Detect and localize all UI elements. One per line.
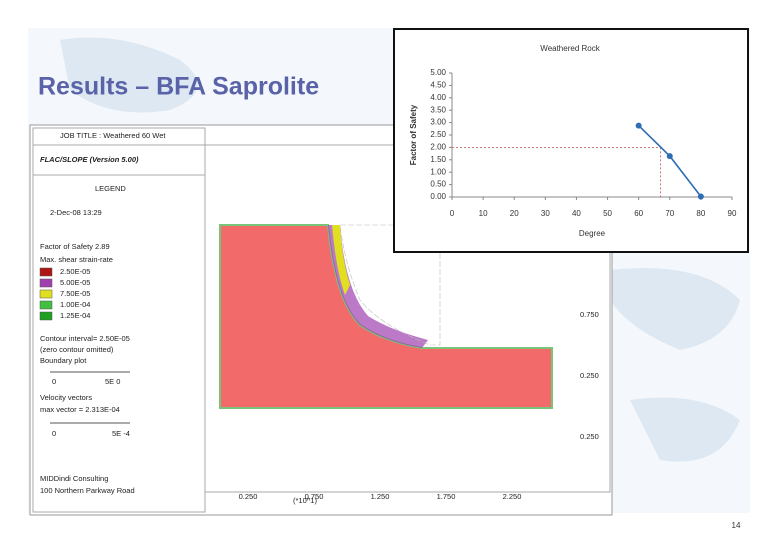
y-tick-label: 3.00: [430, 118, 446, 127]
velocity-heading: Velocity vectors: [40, 393, 92, 402]
contour-line: (zero contour omitted): [40, 345, 114, 354]
contour-line: Contour interval= 2.50E-05: [40, 334, 130, 343]
company: MIDDindi Consulting: [40, 474, 108, 483]
y-axis-tick-label: 0.250: [580, 371, 599, 380]
legend-swatch: [39, 289, 53, 299]
factor-of-safety: Factor of Safety 2.89: [40, 242, 110, 251]
x-tick-label: 0: [450, 209, 455, 218]
scale-label: 5E 0: [105, 377, 120, 386]
legend-heading: LEGEND: [95, 184, 126, 193]
x-axis-tick-label: 0.750: [305, 492, 324, 501]
legend-swatch: [39, 267, 53, 277]
y-tick-label: 4.50: [430, 81, 446, 90]
date: 2-Dec-08 13:29: [50, 208, 102, 217]
y-tick-label: 4.00: [430, 93, 446, 102]
y-tick-label: 2.50: [430, 130, 446, 139]
data-point: [697, 193, 704, 200]
x-tick-label: 10: [479, 209, 488, 218]
y-tick-label: 3.50: [430, 105, 446, 114]
x-tick-label: 30: [541, 209, 550, 218]
y-tick-label: 0.50: [430, 180, 446, 189]
y-tick-label: 0.00: [430, 192, 446, 201]
legend-label: 2.50E-05: [60, 267, 90, 276]
x-tick-label: 80: [696, 209, 705, 218]
x-tick-label: 20: [510, 209, 519, 218]
y-tick-label: 2.00: [430, 143, 446, 152]
y-tick-label: 1.00: [430, 167, 446, 176]
data-point: [635, 122, 642, 129]
scale-label: 0: [52, 429, 56, 438]
max-vector: max vector = 2.313E-04: [40, 405, 120, 414]
x-axis-tick-label: 0.250: [239, 492, 258, 501]
data-point: [666, 153, 673, 160]
page-number: 14: [732, 521, 741, 530]
slide-title: Results – BFA Saprolite: [38, 73, 319, 101]
company: 100 Northern Parkway Road: [40, 486, 135, 495]
x-axis-unit: (*10^1): [293, 496, 317, 505]
contour-line: Boundary plot: [40, 356, 87, 365]
y-axis-tick-label: 0.750: [580, 310, 599, 319]
x-axis-tick-label: 1.250: [371, 492, 390, 501]
x-tick-label: 60: [634, 209, 643, 218]
map-shape: [60, 37, 198, 113]
chart: Weathered Rock Degree Factor of Safety 0…: [393, 28, 749, 253]
chart-title: Weathered Rock: [540, 44, 600, 53]
legend-swatch: [39, 311, 53, 321]
y-axis-label: Factor of Safety: [409, 104, 418, 165]
velocity-vectors: [339, 224, 441, 346]
legend-label: 7.50E-05: [60, 289, 90, 298]
map-shape: [630, 397, 740, 462]
legend-label: 1.25E-04: [60, 311, 90, 320]
scale-label: 5E -4: [112, 429, 130, 438]
chart-frame: [393, 28, 749, 253]
legend-panel: [32, 127, 206, 513]
x-tick-label: 90: [728, 209, 737, 218]
legend-swatch: [39, 300, 53, 310]
legend-label: 1.00E-04: [60, 300, 90, 309]
x-tick-label: 70: [665, 209, 674, 218]
x-axis-label: Degree: [579, 229, 606, 238]
x-axis-tick-label: 1.750: [437, 492, 456, 501]
y-tick-label: 1.50: [430, 155, 446, 164]
legend-label: 5.00E-05: [60, 278, 90, 287]
legend-swatch: [39, 278, 53, 288]
strain-heading: Max. shear strain-rate: [40, 255, 113, 264]
x-tick-label: 40: [572, 209, 581, 218]
job-title: JOB TITLE : Weathered 60 Wet: [60, 131, 166, 140]
shear-band: [332, 225, 350, 295]
scale-label: 0: [52, 377, 56, 386]
program: FLAC/SLOPE (Version 5.00): [40, 155, 139, 164]
x-tick-label: 50: [603, 209, 612, 218]
map-shape: [610, 268, 740, 350]
y-tick-label: 5.00: [430, 68, 446, 77]
y-axis-tick-label: 0.250: [580, 432, 599, 441]
x-axis-tick-label: 2.250: [503, 492, 522, 501]
